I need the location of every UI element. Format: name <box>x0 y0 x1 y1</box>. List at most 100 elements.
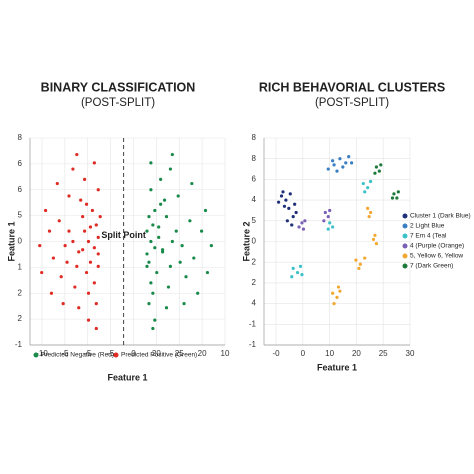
point <box>149 239 153 244</box>
point <box>205 270 210 275</box>
point <box>90 208 94 213</box>
point <box>61 302 65 306</box>
y-tick-label: 2 <box>18 314 23 323</box>
point <box>363 256 367 260</box>
point <box>297 225 301 229</box>
point <box>328 221 332 225</box>
y-axis-label: Feature 2 <box>241 221 251 261</box>
point <box>374 165 379 169</box>
y-tick-label: 6 <box>252 175 257 184</box>
x-tick-label: 20 <box>352 349 361 358</box>
y-tick-label: 2 <box>252 257 257 266</box>
y-tick-label: 5 <box>18 211 23 220</box>
point <box>295 270 300 275</box>
point <box>96 264 100 268</box>
point <box>83 229 87 233</box>
annotation: Split Point <box>101 230 146 240</box>
legend-marker <box>402 263 408 269</box>
point <box>354 258 358 262</box>
point <box>190 181 194 186</box>
legend-marker <box>33 352 39 358</box>
legend-label: Predicted Positive (Green) <box>121 352 197 359</box>
point <box>149 188 153 192</box>
point <box>96 252 100 256</box>
x-tick-label: 0 <box>131 349 136 358</box>
y-tick-label: -1 <box>249 340 257 349</box>
point <box>396 190 400 194</box>
point <box>77 250 81 254</box>
y-tick-label: 0 <box>252 237 257 246</box>
chart-subtitle: (POST-SPLIT) <box>81 97 155 109</box>
y-tick-label: 2 <box>252 278 257 287</box>
point <box>51 256 56 260</box>
point <box>38 244 42 248</box>
point <box>98 215 102 219</box>
point <box>92 161 96 165</box>
point <box>178 260 182 264</box>
point <box>65 260 69 264</box>
legend-label: 7 (Dark Green) <box>410 263 453 270</box>
point <box>92 246 96 250</box>
x-tick-label: -10 <box>36 349 48 358</box>
point <box>377 169 381 173</box>
point <box>288 192 292 196</box>
point <box>335 169 339 173</box>
point <box>326 215 330 219</box>
x-tick-label: -5 <box>84 349 92 358</box>
point <box>300 221 304 225</box>
point <box>209 244 213 248</box>
x-tick-label: 30 <box>406 349 415 358</box>
point <box>151 326 155 331</box>
point <box>155 270 159 275</box>
point <box>363 190 367 194</box>
point <box>176 194 180 198</box>
point <box>180 244 184 248</box>
point <box>166 285 171 289</box>
point <box>164 215 169 219</box>
point <box>77 306 81 310</box>
point <box>83 177 87 181</box>
point <box>303 219 307 223</box>
point <box>368 210 373 215</box>
point <box>336 285 341 289</box>
point <box>168 264 172 268</box>
y-tick-label: 4 <box>252 299 257 308</box>
y-tick-label: 6 <box>18 185 23 194</box>
y-tick-label: 0 <box>18 237 23 246</box>
point <box>301 227 306 231</box>
point <box>88 260 93 264</box>
point <box>159 177 163 181</box>
point <box>75 152 79 157</box>
point <box>170 152 174 157</box>
legend-label: 5, Yellow 6, Yellow <box>410 253 463 260</box>
legend-marker <box>402 253 408 259</box>
point <box>367 215 371 219</box>
legend-marker <box>402 243 408 249</box>
point <box>203 208 208 213</box>
point <box>75 264 79 268</box>
point <box>86 239 91 244</box>
legend-marker <box>402 213 408 219</box>
chart-title: RICH BEHAVORIAL CLUSTERS <box>259 80 445 94</box>
point <box>392 192 396 196</box>
point <box>379 163 383 167</box>
point <box>358 262 362 266</box>
legend-marker <box>113 352 119 358</box>
point <box>331 291 335 295</box>
y-tick-label: 5 <box>252 216 257 225</box>
x-tick-label: 20 <box>198 349 207 358</box>
point <box>332 302 336 306</box>
point <box>390 196 395 200</box>
point <box>298 264 303 268</box>
point <box>373 171 377 175</box>
x-tick-label: -0 <box>272 349 280 358</box>
point <box>96 188 100 192</box>
point <box>196 291 200 295</box>
point <box>326 227 330 231</box>
point <box>153 318 157 322</box>
point <box>57 219 61 223</box>
point <box>366 206 370 210</box>
point <box>67 194 71 198</box>
point <box>335 295 339 299</box>
x-tick-label: 0 <box>301 349 306 358</box>
